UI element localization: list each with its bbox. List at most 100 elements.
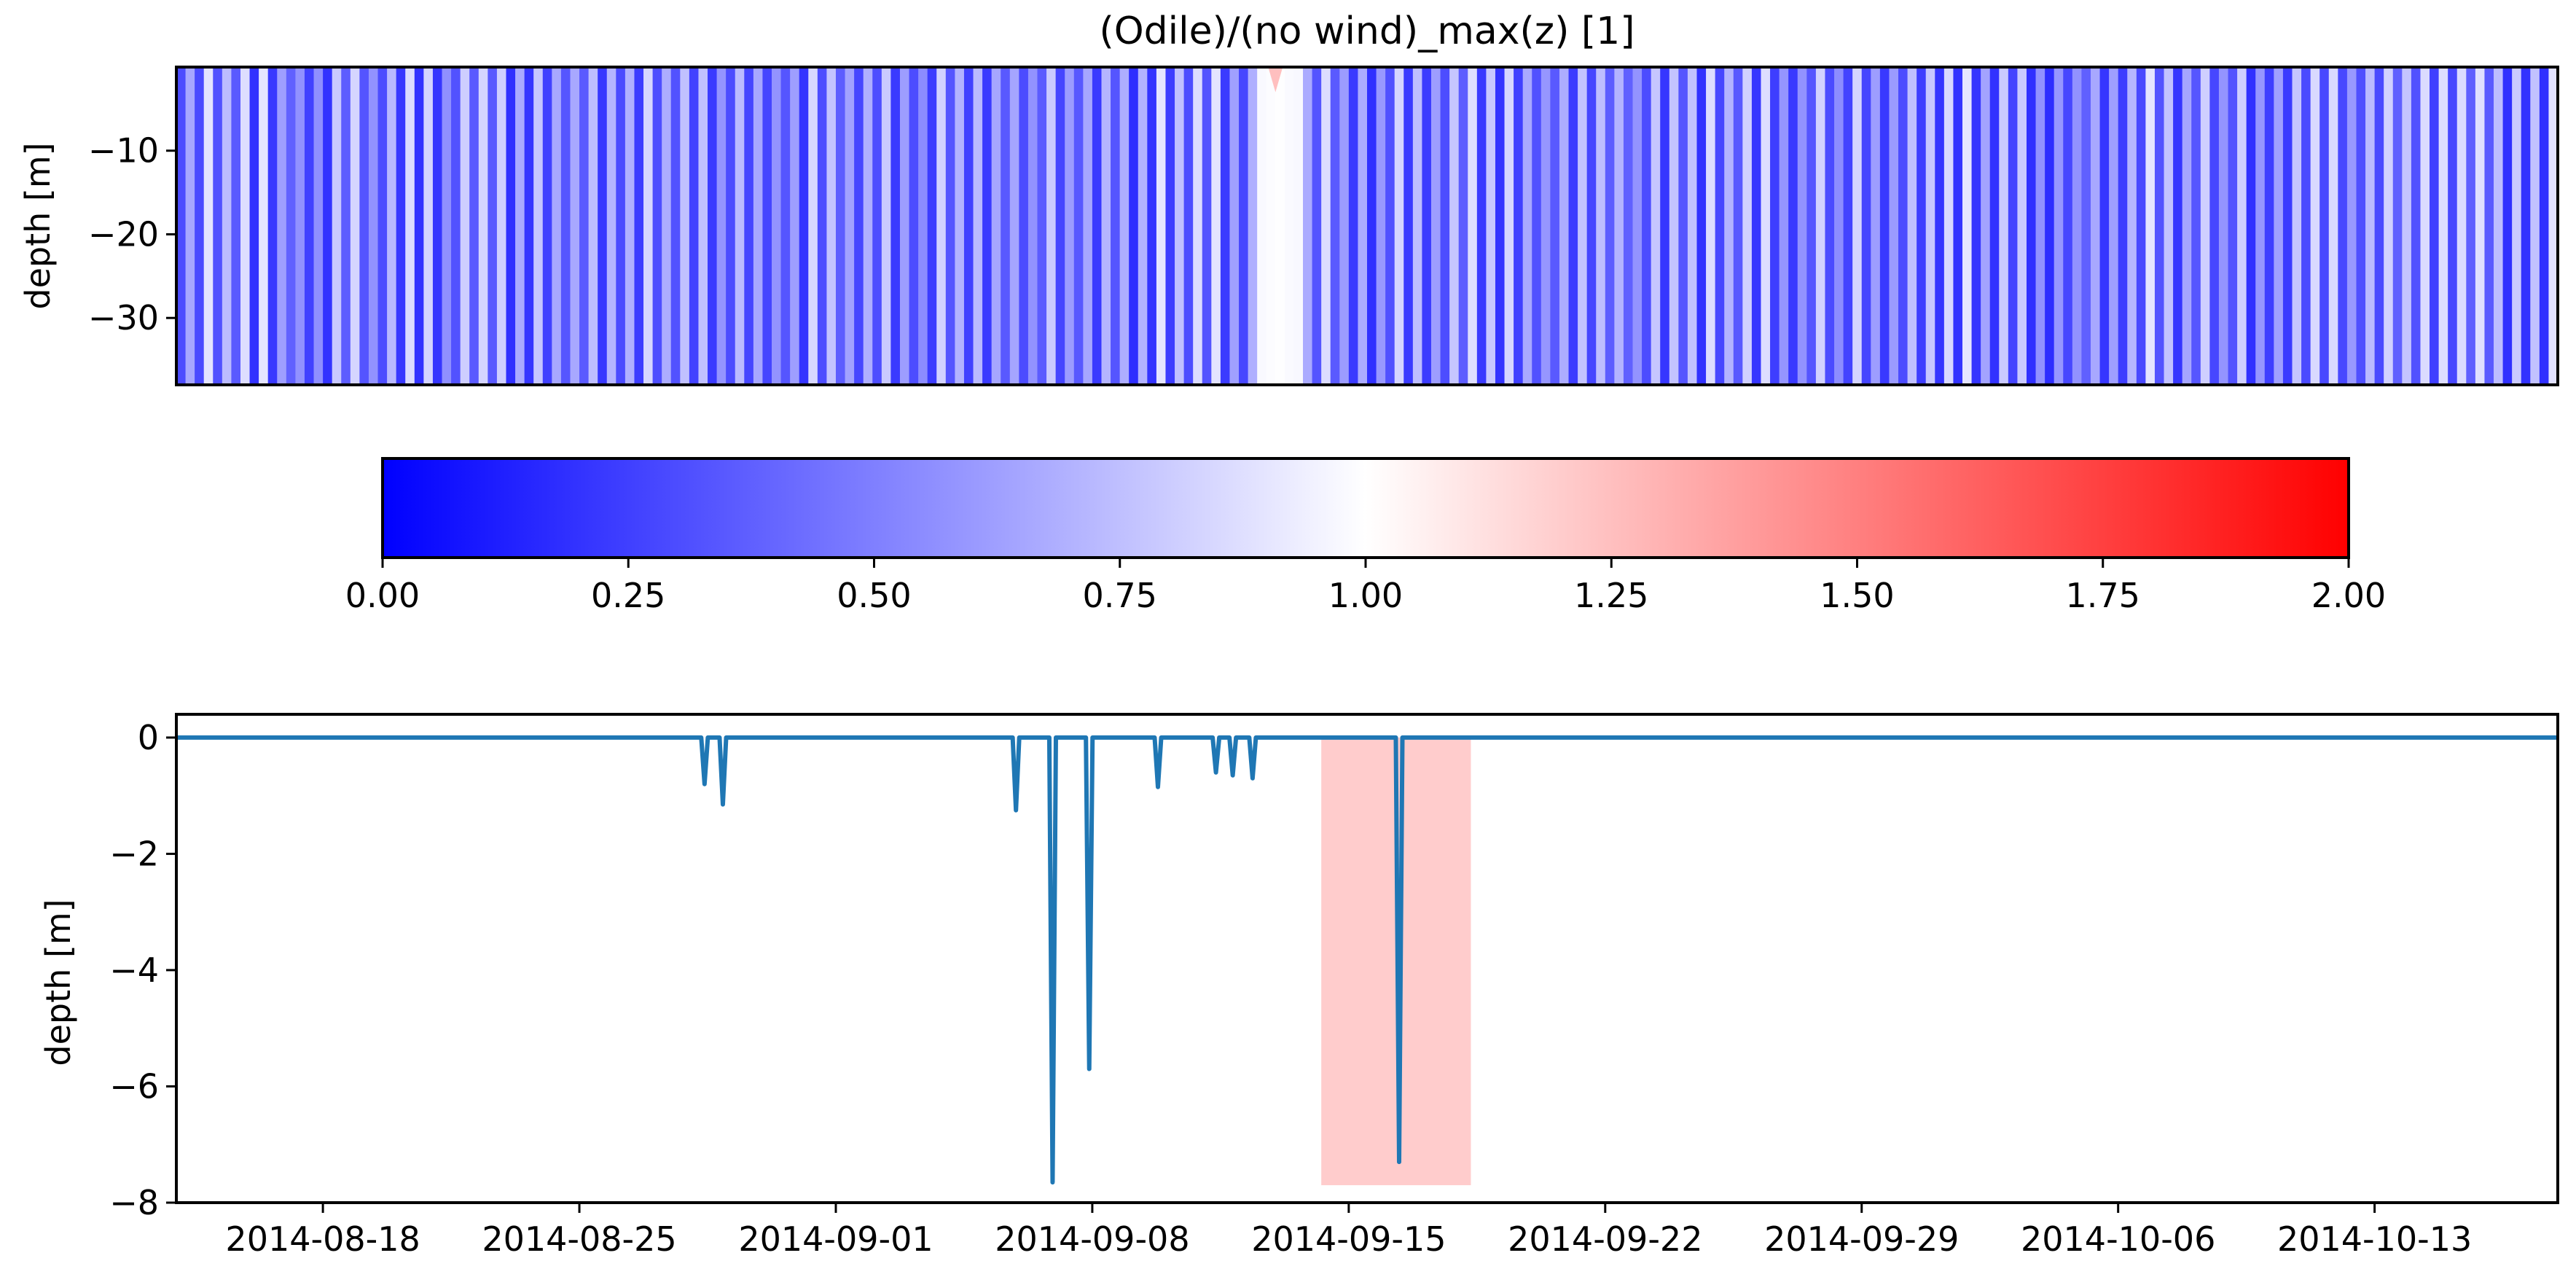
heatmap-cell bbox=[1202, 67, 1212, 385]
heatmap-frame bbox=[175, 66, 2559, 386]
heatmap-cell bbox=[2237, 67, 2247, 385]
line-panel: 0 −2 −4 −6 −8 2014-08-18 2014-08-25 2014-09-01… bbox=[39, 713, 2559, 1259]
heatmap-cell bbox=[2035, 67, 2045, 385]
line-xtick-label: 2014-09-15 bbox=[1251, 1219, 1446, 1259]
figure-title: (Odile)/(no wind)_max(z) [1] bbox=[1099, 9, 1635, 53]
heatmap-cell bbox=[1935, 67, 1945, 385]
heatmap-cell bbox=[1751, 67, 1761, 385]
heatmap-cell bbox=[2246, 67, 2256, 385]
heatmap-cell bbox=[2063, 67, 2073, 385]
line-xtick-label: 2014-10-13 bbox=[2277, 1219, 2472, 1259]
heatmap-cell bbox=[2154, 67, 2165, 385]
heatmap-cell bbox=[1550, 67, 1560, 385]
colorbar-tick-label: 1.00 bbox=[1328, 576, 1403, 615]
colorbar-tick-label: 0.75 bbox=[1083, 576, 1157, 615]
heatmap-cell bbox=[2081, 67, 2091, 385]
line-ytick-label: 0 bbox=[138, 718, 159, 757]
heatmap-cell bbox=[478, 67, 488, 385]
heatmap-cell bbox=[542, 67, 552, 385]
heatmap-cell bbox=[790, 67, 800, 385]
heatmap-cell bbox=[2136, 67, 2146, 385]
heatmap-cell bbox=[2346, 67, 2357, 385]
heatmap-cell bbox=[1669, 67, 1679, 385]
line-ytick-label: −6 bbox=[109, 1066, 159, 1106]
heatmap-cell bbox=[1632, 67, 1643, 385]
heatmap-cell bbox=[1504, 67, 1514, 385]
heatmap-cell bbox=[1907, 67, 1917, 385]
heatmap-cell bbox=[396, 67, 406, 385]
heatmap-cell bbox=[359, 67, 369, 385]
heatmap-stripes bbox=[176, 67, 2558, 385]
heatmap-cell bbox=[1779, 67, 1789, 385]
heatmap-cell bbox=[524, 67, 534, 385]
heatmap-cell bbox=[1614, 67, 1624, 385]
heatmap-cell bbox=[488, 67, 498, 385]
heatmap-cell bbox=[2548, 67, 2558, 385]
heatmap-cell bbox=[350, 67, 360, 385]
heatmap-cell bbox=[1312, 67, 1322, 385]
heatmap-cell bbox=[835, 67, 846, 385]
heatmap-cell bbox=[2301, 67, 2311, 385]
heatmap-cell bbox=[716, 67, 727, 385]
colorbar-tick-label: 1.75 bbox=[2066, 576, 2140, 615]
heatmap-cell bbox=[1852, 67, 1863, 385]
heatmap-cell bbox=[1724, 67, 1734, 385]
heatmap-cell bbox=[2456, 67, 2467, 385]
heatmap-cell bbox=[2054, 67, 2064, 385]
heatmap-cell bbox=[1440, 67, 1450, 385]
heatmap-cell bbox=[2090, 67, 2101, 385]
heatmap-cell bbox=[1532, 67, 1542, 385]
heatmap-cell bbox=[1193, 67, 1203, 385]
heatmap-cell bbox=[625, 67, 635, 385]
heatmap-cell bbox=[899, 67, 910, 385]
heatmap-cell bbox=[1266, 67, 1276, 385]
heatmap-cell bbox=[1394, 67, 1404, 385]
heatmap-cell bbox=[332, 67, 342, 385]
heatmap-cell bbox=[1046, 67, 1057, 385]
heatmap-cell bbox=[496, 67, 506, 385]
heatmap-cell bbox=[2392, 67, 2403, 385]
heatmap-cell bbox=[295, 67, 305, 385]
heatmap-cell bbox=[936, 67, 947, 385]
heatmap-cell bbox=[442, 67, 452, 385]
heatmap-cell bbox=[1486, 67, 1496, 385]
heatmap-cell bbox=[1339, 67, 1350, 385]
heatmap-cell bbox=[726, 67, 736, 385]
heatmap-cell bbox=[1815, 67, 1825, 385]
line-xtick-label: 2014-08-25 bbox=[482, 1219, 676, 1259]
colorbar-tick-label: 0.00 bbox=[345, 576, 420, 615]
heatmap-cell bbox=[1037, 67, 1047, 385]
heatmap-cell bbox=[1861, 67, 1871, 385]
heatmap-cell bbox=[826, 67, 837, 385]
heatmap-cell bbox=[1797, 67, 1807, 385]
heatmap-cell bbox=[2438, 67, 2448, 385]
heatmap-cell bbox=[2072, 67, 2082, 385]
heatmap-cell bbox=[570, 67, 580, 385]
heatmap-cell bbox=[991, 67, 1001, 385]
heatmap-cell bbox=[560, 67, 571, 385]
heatmap-cell bbox=[2328, 67, 2338, 385]
heatmap-cell bbox=[1540, 67, 1551, 385]
colorbar: 0.00 0.25 0.50 0.75 1.00 1.25 1.50 1.75 2.00 bbox=[345, 457, 2386, 615]
heatmap-cell bbox=[689, 67, 699, 385]
heatmap-cell bbox=[1257, 67, 1267, 385]
heatmap-cell bbox=[469, 67, 479, 385]
heatmap-cell bbox=[1522, 67, 1532, 385]
heatmap-cell bbox=[744, 67, 754, 385]
heatmap-cell bbox=[1147, 67, 1157, 385]
heatmap-cell bbox=[203, 67, 214, 385]
heatmap-cell bbox=[1971, 67, 1981, 385]
heatmap-cell bbox=[1430, 67, 1441, 385]
heatmap-cell bbox=[533, 67, 544, 385]
heatmap-cell bbox=[799, 67, 809, 385]
heatmap-cell bbox=[1678, 67, 1688, 385]
heatmap-cell bbox=[1293, 67, 1304, 385]
heatmap-cell bbox=[341, 67, 351, 385]
heatmap-cell bbox=[1284, 67, 1294, 385]
heatmap-cell bbox=[1009, 67, 1019, 385]
heatmap-cell bbox=[1623, 67, 1634, 385]
heatmap-ytick-label: −30 bbox=[88, 298, 159, 337]
heatmap-cell bbox=[552, 67, 562, 385]
heatmap-cell bbox=[2420, 67, 2430, 385]
